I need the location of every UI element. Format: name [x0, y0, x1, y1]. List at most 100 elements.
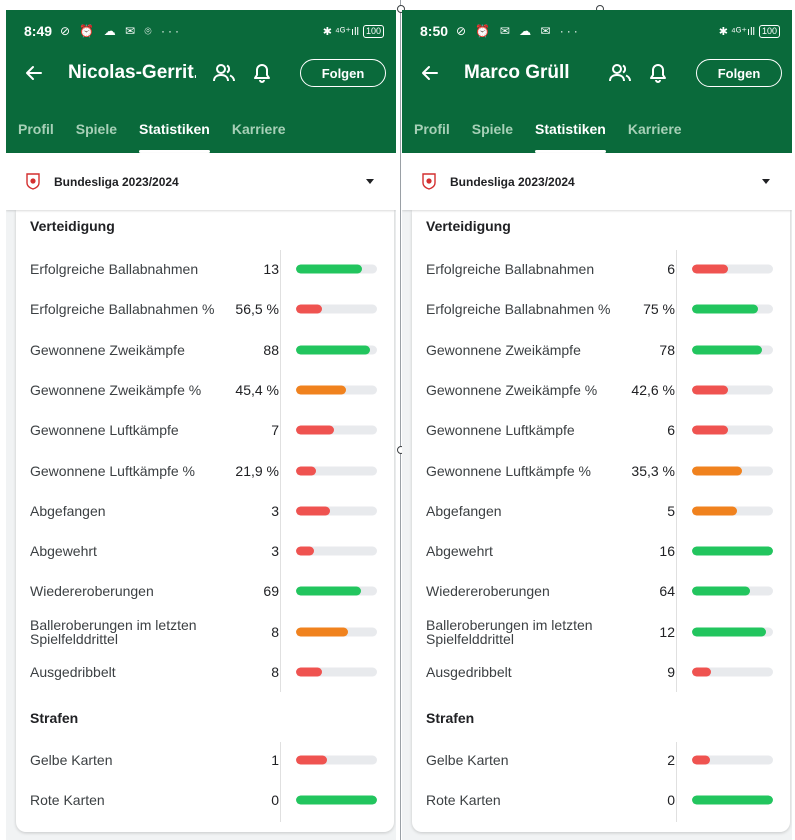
stat-bar-fill — [296, 264, 363, 274]
stat-label: Abgewehrt — [30, 543, 97, 560]
notification-icons: ⊘ ⏰ ✉ ☁ ✉ ··· — [456, 24, 581, 38]
tab-karriere[interactable]: Karriere — [231, 121, 286, 137]
stat-label: Abgefangen — [426, 502, 502, 519]
stat-bar-track — [692, 466, 773, 475]
league-label: Bundesliga 2023/2024 — [450, 174, 575, 189]
app-bar: Marco Grüll Folgen — [402, 52, 792, 94]
stat-value: 2 — [667, 752, 675, 768]
stat-bar-track — [296, 667, 377, 677]
tab-profil[interactable]: Profil — [414, 121, 450, 137]
stat-bar-fill — [692, 546, 773, 556]
compare-players-icon[interactable] — [608, 61, 632, 85]
stat-value: 21,9 % — [235, 462, 279, 479]
app-header: 8:49 ⊘ ⏰ ☁ ✉ ⌾ ··· ✱ ⁴ᴳ⁺ıll 100 Nicolas-… — [6, 10, 396, 153]
stat-bar-fill — [692, 586, 751, 596]
stat-bar-track — [692, 627, 773, 637]
stat-bar-fill — [692, 795, 773, 805]
resize-handle-top-left[interactable] — [397, 5, 405, 13]
stat-bar-track — [296, 795, 377, 805]
stat-bar-track — [692, 345, 773, 355]
back-arrow-icon[interactable] — [418, 61, 442, 85]
status-time: 8:49 — [24, 23, 53, 39]
league-label: Bundesliga 2023/2024 — [54, 174, 179, 189]
stat-row: Erfolgreiche Ballabnahmen % 56,5 % — [30, 293, 380, 325]
back-arrow-icon[interactable] — [22, 61, 46, 85]
stat-bar-track — [296, 506, 377, 516]
signal-icon: ✱ ⁴ᴳ⁺ıll — [718, 25, 755, 38]
section-title-defense: Verteidigung — [426, 218, 511, 234]
stat-row: Rote Karten 0 — [426, 784, 776, 816]
stat-label: Ausgedribbelt — [30, 664, 116, 680]
league-selector[interactable]: Bundesliga 2023/2024 — [402, 153, 792, 210]
stat-label: Gewonnene Zweikämpfe % — [30, 381, 202, 398]
stat-value: 8 — [271, 623, 279, 640]
stat-row: Gelbe Karten 1 — [30, 744, 380, 776]
follow-button[interactable]: Folgen — [696, 59, 782, 87]
stat-value: 78 — [659, 341, 675, 358]
stat-value: 3 — [271, 543, 279, 560]
stat-row: Gewonnene Luftkämpfe % 35,3 % — [426, 455, 776, 487]
tab-profil[interactable]: Profil — [18, 121, 54, 137]
page-title: Marco Grüll — [464, 62, 570, 83]
stat-bar-fill — [692, 345, 762, 355]
stat-row: Balleroberungen im letzten Spielfelddrit… — [30, 616, 380, 648]
bell-icon[interactable] — [646, 61, 670, 85]
dropdown-caret-icon — [366, 179, 374, 184]
stat-label: Gewonnene Zweikämpfe — [30, 341, 185, 358]
stat-label: Gewonnene Zweikämpfe — [426, 341, 581, 358]
stat-bar-fill — [296, 425, 335, 435]
follow-button[interactable]: Folgen — [300, 59, 386, 87]
stat-value: 0 — [271, 792, 279, 809]
league-logo-icon — [26, 173, 40, 190]
tab-spiele[interactable]: Spiele — [471, 121, 514, 137]
stat-row: Gewonnene Zweikämpfe 88 — [30, 334, 380, 366]
section-title-penalties: Strafen — [426, 710, 475, 726]
stat-value: 75 % — [643, 301, 675, 318]
stat-bar-fill — [692, 506, 738, 516]
stat-bar-fill — [692, 667, 712, 677]
compare-players-icon[interactable] — [212, 61, 236, 85]
stat-label: Balleroberungen im letzten Spielfelddrit… — [426, 616, 593, 647]
player-panel-right: 8:50 ⊘ ⏰ ✉ ☁ ✉ ··· ✱ ⁴ᴳ⁺ıll 100 Marco Gr… — [402, 10, 792, 840]
stat-bar-fill — [296, 795, 377, 805]
stat-bar-track — [692, 425, 773, 435]
stat-label: Gewonnene Zweikämpfe % — [426, 381, 598, 398]
league-logo-icon — [422, 173, 436, 190]
stat-bar-track — [692, 385, 773, 395]
stat-value: 5 — [667, 502, 675, 519]
stat-bar-fill — [296, 385, 347, 395]
tab-statistiken[interactable]: Statistiken — [535, 109, 606, 153]
bell-icon[interactable] — [250, 61, 274, 85]
stat-label: Gelbe Karten — [30, 752, 113, 768]
app-header: 8:50 ⊘ ⏰ ✉ ☁ ✉ ··· ✱ ⁴ᴳ⁺ıll 100 Marco Gr… — [402, 10, 792, 153]
stat-bar-track — [296, 345, 377, 355]
stat-bar-fill — [692, 264, 728, 274]
tab-spiele[interactable]: Spiele — [75, 121, 118, 137]
stat-value: 7 — [271, 422, 279, 439]
stat-bar-fill — [692, 385, 728, 395]
tab-statistiken[interactable]: Statistiken — [139, 109, 210, 153]
stat-bar-fill — [296, 627, 348, 637]
stat-row: Gewonnene Luftkämpfe % 21,9 % — [30, 455, 380, 487]
split-divider[interactable] — [400, 0, 401, 840]
tab-bar: Profil Spiele Statistiken Karriere — [402, 109, 792, 153]
stat-row: Erfolgreiche Ballabnahmen 6 — [426, 253, 776, 285]
stat-bar-track — [692, 586, 773, 596]
player-panel-left: 8:49 ⊘ ⏰ ☁ ✉ ⌾ ··· ✱ ⁴ᴳ⁺ıll 100 Nicolas-… — [6, 10, 396, 840]
stat-row: Abgewehrt 3 — [30, 535, 380, 567]
tab-karriere[interactable]: Karriere — [627, 121, 682, 137]
league-selector[interactable]: Bundesliga 2023/2024 — [6, 153, 396, 210]
stat-bar-fill — [296, 586, 361, 596]
stat-value: 56,5 % — [235, 301, 279, 318]
status-bar: 8:50 ⊘ ⏰ ✉ ☁ ✉ ··· ✱ ⁴ᴳ⁺ıll 100 — [402, 10, 792, 52]
stat-bar-fill — [692, 627, 766, 637]
page-title: Nicolas-Gerrit... — [68, 62, 196, 83]
stat-row: Gewonnene Zweikämpfe 78 — [426, 334, 776, 366]
stat-value: 8 — [271, 664, 279, 680]
stat-label: Erfolgreiche Ballabnahmen — [30, 261, 199, 277]
stat-bar-track — [296, 466, 377, 475]
stat-row: Wiedereroberungen 69 — [30, 575, 380, 607]
stat-bar-track — [692, 667, 773, 677]
stat-row: Abgefangen 5 — [426, 495, 776, 527]
stats-card: Verteidigung Erfolgreiche Ballabnahmen 13… — [16, 210, 394, 832]
